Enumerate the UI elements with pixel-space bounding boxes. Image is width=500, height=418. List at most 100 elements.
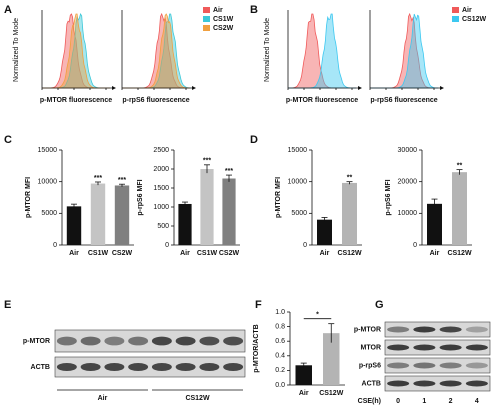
legend-swatch xyxy=(203,25,210,31)
panel-label: B xyxy=(250,4,258,16)
x-tick-label: CS2W xyxy=(219,250,240,257)
blot-strip xyxy=(384,339,491,356)
y-tick-label: 0.8 xyxy=(275,323,285,330)
blot-band xyxy=(465,380,488,387)
panel-label: D xyxy=(250,134,258,146)
blot-band xyxy=(439,362,462,369)
x-tick-label: Air xyxy=(320,250,330,257)
panel-label: G xyxy=(375,299,384,311)
blot-band xyxy=(413,326,436,333)
blot-band xyxy=(128,363,149,371)
blot-band xyxy=(439,380,462,387)
blot-row-label: MTOR xyxy=(361,344,381,351)
y-tick-label: 0.2 xyxy=(275,367,285,374)
panel-label: F xyxy=(255,299,262,311)
blot-band xyxy=(387,344,410,351)
blot-band xyxy=(175,336,196,346)
x-tick-label: CS1W xyxy=(197,250,218,257)
bar xyxy=(317,219,332,245)
blot-band xyxy=(439,326,462,333)
blot-band xyxy=(387,326,410,333)
blot-strip xyxy=(384,375,491,392)
bar xyxy=(114,185,130,245)
y-tick-label: 10000 xyxy=(398,210,418,217)
bar xyxy=(342,182,357,245)
x-axis-label: p-MTOR fluorescence xyxy=(40,97,112,104)
bar xyxy=(222,178,236,245)
blot-band xyxy=(387,380,410,387)
lane-label: 2 xyxy=(449,398,453,405)
blot-row-label: p-rpS6 xyxy=(359,362,381,369)
bar xyxy=(178,203,192,245)
blot-row-label: ACTB xyxy=(31,364,50,371)
legend-label: CS2W xyxy=(213,25,234,32)
x-tick-label: CS1W xyxy=(88,250,109,257)
x-tick-label: CS12W xyxy=(337,250,362,257)
x-axis-label: p-MTOR fluorescence xyxy=(286,97,358,104)
y-axis-label: p-rpS6 MFI xyxy=(385,179,392,215)
y-tick-label: 0 xyxy=(53,242,57,249)
histogram xyxy=(370,12,438,89)
y-tick-label: 0.4 xyxy=(275,353,285,360)
blot-band xyxy=(413,362,436,369)
blot-band xyxy=(223,336,244,346)
x-tick-label: CS2W xyxy=(112,250,133,257)
y-axis-label: p-MTOR/ACTB xyxy=(253,324,260,372)
blot-row-label: ACTB xyxy=(362,380,381,387)
blot-strip xyxy=(384,357,491,374)
blot-band xyxy=(465,326,488,333)
panel-label: E xyxy=(4,299,11,311)
bar xyxy=(295,365,312,385)
x-axis-label: CSE(h) xyxy=(358,398,381,405)
significance: *** xyxy=(225,168,233,175)
axis-arrow xyxy=(192,86,196,90)
y-tick-label: 1500 xyxy=(153,185,169,192)
blot-row-label: p-MTOR xyxy=(23,338,50,345)
axis-arrow xyxy=(112,86,116,90)
blot-band xyxy=(56,363,77,371)
legend-label: CS1W xyxy=(213,16,234,23)
significance: ** xyxy=(457,162,463,169)
blot-band xyxy=(56,336,77,346)
blot-row-label: p-MTOR xyxy=(354,326,381,333)
blot-band xyxy=(199,363,220,371)
group-label: Air xyxy=(98,395,108,402)
y-tick-label: 0.6 xyxy=(275,338,285,345)
x-axis-label: p-rpS6 fluorescence xyxy=(122,97,189,104)
significance: ** xyxy=(347,175,353,182)
blot-band xyxy=(413,344,436,351)
y-tick-label: 0 xyxy=(165,242,169,249)
bar xyxy=(323,333,340,385)
y-tick-label: 30000 xyxy=(398,147,418,154)
legend-label: Air xyxy=(213,7,223,14)
legend-label: Air xyxy=(462,7,472,14)
blot-band xyxy=(104,336,125,346)
group-label: CS12W xyxy=(185,395,210,402)
y-tick-label: 15000 xyxy=(38,147,58,154)
y-tick-label: 5000 xyxy=(291,210,307,217)
y-axis-label: Normalized To Mode xyxy=(13,18,20,82)
lane-label: 4 xyxy=(475,398,479,405)
blot-strip xyxy=(54,329,246,353)
y-tick-label: 500 xyxy=(157,223,169,230)
axis-arrow xyxy=(358,86,362,90)
bar xyxy=(66,206,82,245)
bar xyxy=(427,203,442,245)
y-tick-label: 0 xyxy=(303,242,307,249)
legend-swatch xyxy=(203,16,210,22)
y-tick-label: 10000 xyxy=(288,179,308,186)
panel-label: A xyxy=(4,4,12,16)
histogram xyxy=(288,13,356,89)
y-tick-label: 20000 xyxy=(398,179,418,186)
y-tick-label: 5000 xyxy=(41,210,57,217)
blot-band xyxy=(465,344,488,351)
y-axis-label: p-MTOR MFI xyxy=(25,177,32,218)
bar xyxy=(452,172,467,245)
x-tick-label: Air xyxy=(430,250,440,257)
legend-swatch xyxy=(452,7,459,13)
y-axis-label: p-rpS6 MFI xyxy=(137,179,144,215)
y-tick-label: 1.0 xyxy=(275,309,285,316)
blot-band xyxy=(223,363,244,371)
y-axis-label: p-MTOR MFI xyxy=(275,177,282,218)
